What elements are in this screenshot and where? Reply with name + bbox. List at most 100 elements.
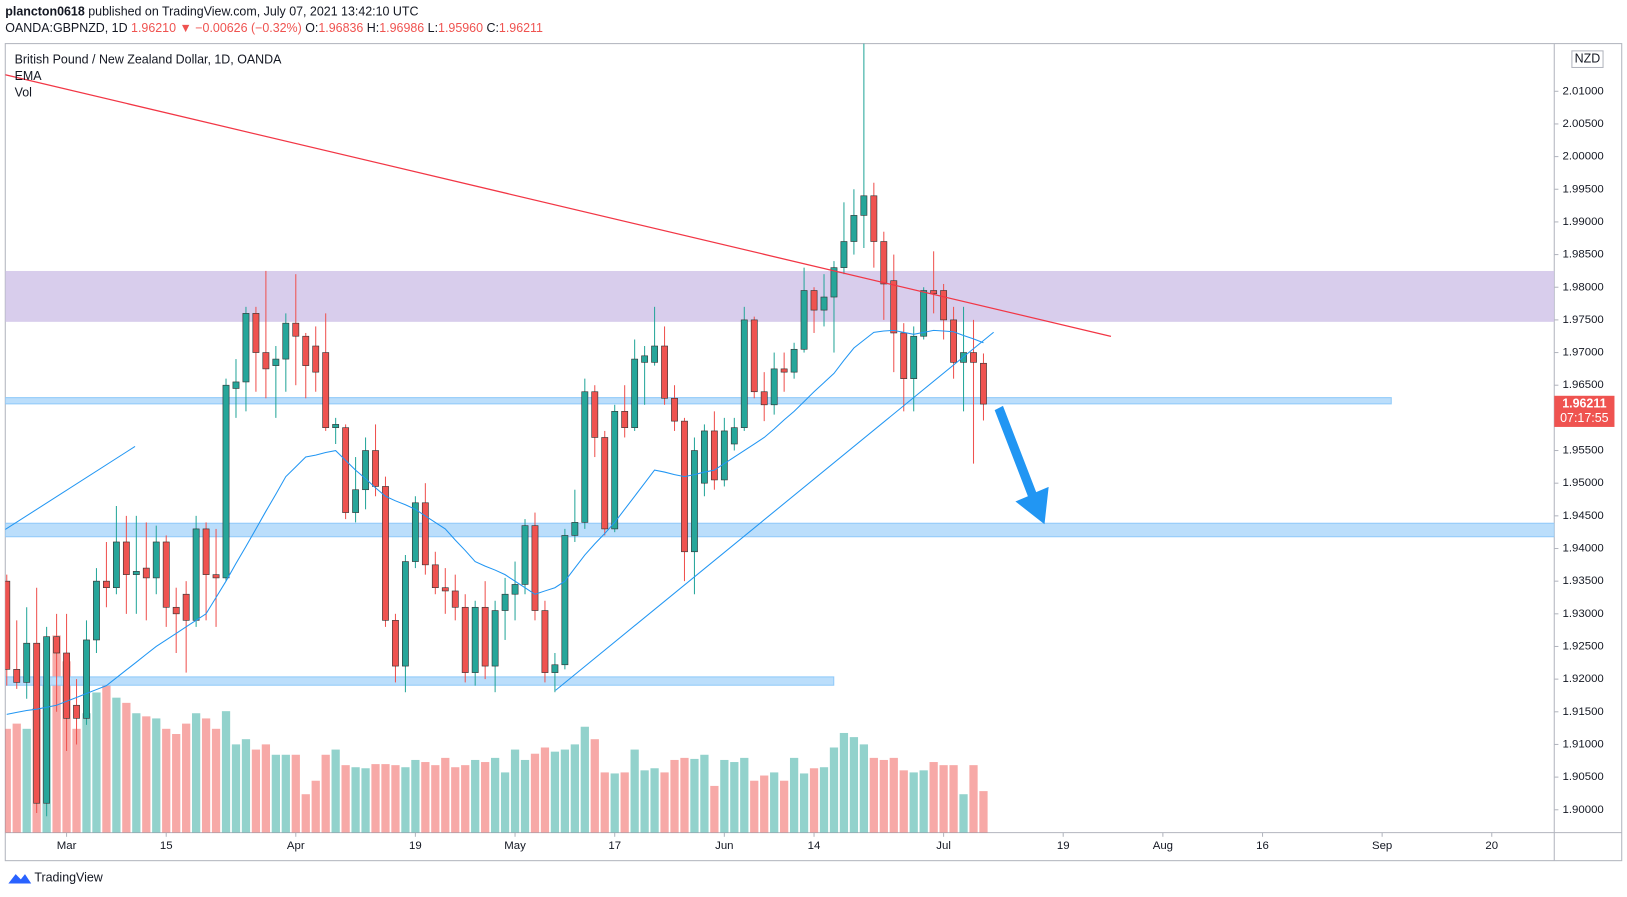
candle-body — [312, 345, 320, 373]
candle-body — [601, 437, 609, 530]
y-tick-label: 1.90000 — [1563, 804, 1604, 816]
volume-bar — [391, 765, 400, 833]
x-tick-label: Jun — [715, 840, 733, 852]
volume-bar — [919, 770, 928, 833]
y-tick-label: 1.92500 — [1563, 640, 1604, 652]
candle-body — [611, 411, 619, 530]
volume-bar — [431, 765, 440, 833]
candle-body — [561, 535, 569, 666]
volume-bar — [570, 744, 579, 833]
red-trendline — [5, 74, 1112, 337]
candle-body — [302, 335, 310, 366]
candle-body — [770, 368, 778, 406]
candle-body — [451, 590, 459, 608]
candle-body — [571, 522, 579, 536]
y-tick-label: 1.95000 — [1563, 477, 1604, 489]
candle-body — [730, 427, 738, 445]
y-tick-label: 1.91000 — [1563, 738, 1604, 750]
x-tick-label: 15 — [160, 840, 173, 852]
x-tick-label: 20 — [1485, 840, 1498, 852]
volume-bar — [630, 749, 639, 833]
volume-bar — [142, 716, 151, 833]
candle-body — [362, 450, 369, 491]
candle-body — [621, 411, 629, 428]
volume-bar — [859, 744, 869, 833]
volume-bar — [979, 791, 988, 833]
volume-bar — [809, 768, 819, 833]
volume-bar — [251, 749, 261, 833]
candle-body — [541, 610, 549, 673]
candle-body — [810, 290, 818, 311]
volume-bar — [12, 723, 21, 833]
x-tick-label: 17 — [608, 840, 621, 852]
y-tick-label: 2.00000 — [1563, 151, 1604, 163]
candle-body — [112, 541, 120, 589]
x-tick-label: 16 — [1256, 840, 1269, 852]
volume-pane — [5, 635, 988, 833]
candle-body — [830, 267, 838, 298]
volume-bar — [421, 762, 430, 833]
price-axis: 1.90000 1.90500 1.91000 1.91500 1.92000 1.925… — [1554, 85, 1604, 816]
volume-bar — [231, 744, 241, 833]
candle-body — [431, 564, 439, 589]
volume-bar — [182, 723, 191, 833]
candle-body — [920, 290, 928, 337]
volume-bar — [760, 775, 769, 833]
frame — [4, 43, 1623, 862]
volume-bar — [700, 754, 709, 833]
candle-body — [332, 424, 340, 428]
candle-body — [392, 620, 399, 667]
y-tick-label: 2.01000 — [1563, 85, 1604, 97]
support-band — [5, 397, 1392, 405]
x-tick-label: Mar — [57, 840, 77, 852]
volume-bar — [102, 682, 111, 833]
candle-body — [481, 606, 489, 667]
o: 1.96836 — [318, 21, 363, 35]
volume-bar — [301, 794, 310, 833]
y-tick-label: 1.94000 — [1563, 543, 1604, 555]
c-label: C: — [487, 21, 499, 35]
l-label: L: — [428, 21, 438, 35]
candle-body — [382, 486, 389, 621]
volume-bar — [959, 794, 968, 833]
volume-bar — [132, 713, 141, 833]
volume-bar — [241, 739, 251, 833]
volume-bar — [799, 773, 809, 833]
c: 1.96211 — [499, 21, 543, 35]
y-tick-label: 1.90500 — [1563, 771, 1604, 783]
x-tick-label: Sep — [1372, 840, 1392, 852]
volume-bar — [590, 739, 599, 833]
candle-body — [651, 345, 658, 363]
volume-bar — [660, 772, 669, 833]
volume-bar — [819, 767, 829, 833]
volume-bar — [500, 772, 510, 833]
volume-bar — [122, 702, 131, 833]
candle-body — [182, 593, 190, 621]
legend-vol: Vol — [15, 86, 32, 100]
legend-ema: EMA — [15, 69, 43, 83]
candle-body — [691, 450, 698, 553]
candle-body — [790, 348, 798, 373]
candle-body — [93, 580, 100, 641]
volume-bar — [829, 747, 839, 833]
volume-bar — [650, 768, 659, 833]
volume-bar — [690, 758, 699, 833]
candle-body — [132, 571, 140, 575]
header-line-2: OANDA:GBPNZD, 1D 1.96210 ▼ −0.00626 (−0.… — [5, 21, 543, 35]
down-arrow — [994, 405, 1049, 525]
candle-body — [641, 355, 649, 363]
volume-bar — [371, 764, 380, 833]
candle-body — [23, 642, 31, 683]
published: published on TradingView.com, July 07, 2… — [88, 5, 418, 19]
candle-body — [701, 430, 708, 484]
candle-body — [13, 669, 21, 683]
candle-body — [491, 610, 499, 667]
last-price: 1.96211 — [1562, 396, 1606, 410]
volume-bar — [530, 753, 540, 833]
volume-bar — [520, 759, 530, 833]
candle-body — [531, 525, 539, 611]
candle-body — [33, 642, 41, 804]
volume-bar — [361, 768, 370, 833]
volume-bar — [720, 759, 729, 833]
